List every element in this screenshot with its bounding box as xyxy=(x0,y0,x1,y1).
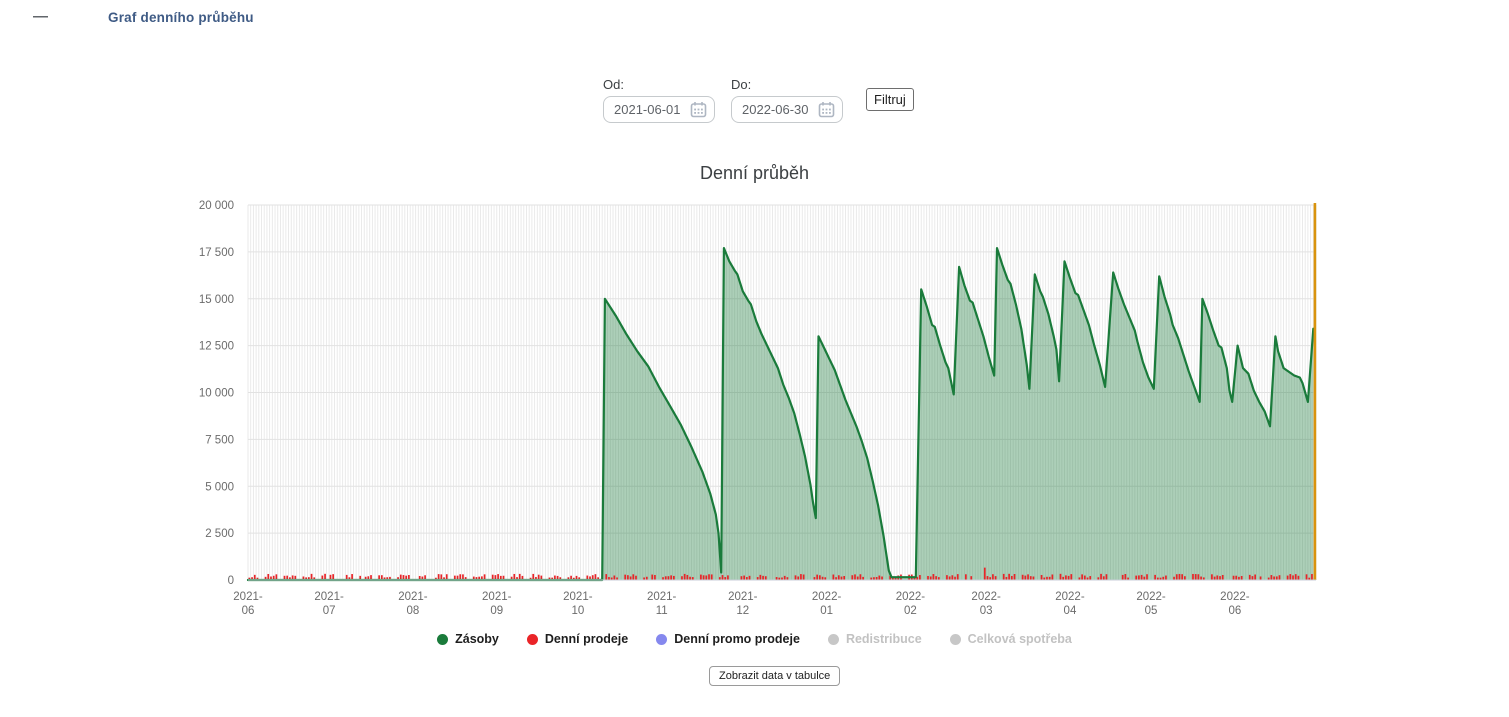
legend-item-zasoby[interactable]: Zásoby xyxy=(437,632,499,646)
svg-text:2022-: 2022- xyxy=(971,591,1001,603)
svg-text:03: 03 xyxy=(980,605,993,617)
svg-text:2021-: 2021- xyxy=(728,591,758,603)
svg-text:20 000: 20 000 xyxy=(199,200,234,212)
svg-text:04: 04 xyxy=(1064,605,1077,617)
svg-text:0: 0 xyxy=(228,575,234,587)
calendar-icon[interactable] xyxy=(690,101,707,118)
legend-item-celkova-spotreba[interactable]: Celková spotřeba xyxy=(949,632,1072,646)
date-to-label: Do: xyxy=(731,77,752,92)
svg-text:2022-: 2022- xyxy=(1220,591,1250,603)
svg-text:7 500: 7 500 xyxy=(205,434,234,446)
chart-legend: Zásoby Denní prodeje Denní promo prodeje… xyxy=(0,632,1509,646)
chart-title: Denní průběh xyxy=(699,163,810,183)
svg-text:06: 06 xyxy=(1228,605,1241,617)
svg-text:2021-: 2021- xyxy=(482,591,512,603)
date-from-group: Od: xyxy=(603,77,715,123)
date-from-field[interactable] xyxy=(603,96,715,123)
svg-text:07: 07 xyxy=(323,605,336,617)
svg-text:2022-: 2022- xyxy=(812,591,842,603)
panel-title: Graf denního průběhu xyxy=(108,10,254,25)
svg-text:2022-: 2022- xyxy=(1136,591,1166,603)
svg-text:12: 12 xyxy=(736,605,749,617)
filter-button[interactable]: Filtruj xyxy=(866,88,914,111)
svg-text:17 500: 17 500 xyxy=(199,247,234,259)
svg-text:12 500: 12 500 xyxy=(199,341,234,353)
collapse-icon[interactable]: — xyxy=(33,8,48,25)
svg-text:2 500: 2 500 xyxy=(205,528,234,540)
legend-item-denni-promo-prodeje[interactable]: Denní promo prodeje xyxy=(656,632,800,646)
series-color-dot xyxy=(526,633,538,645)
date-to-input[interactable] xyxy=(742,99,812,120)
svg-text:11: 11 xyxy=(656,605,668,617)
show-table-button[interactable]: Zobrazit data v tabulce xyxy=(709,666,841,686)
svg-text:2021-: 2021- xyxy=(233,591,263,603)
svg-text:2021-: 2021- xyxy=(398,591,428,603)
svg-text:06: 06 xyxy=(242,605,255,617)
svg-text:2021-: 2021- xyxy=(563,591,593,603)
legend-label: Redistribuce xyxy=(845,632,922,646)
legend-label: Denní promo prodeje xyxy=(674,632,800,646)
legend-item-denni-prodeje[interactable]: Denní prodeje xyxy=(526,632,629,646)
svg-text:2022-: 2022- xyxy=(1055,591,1085,603)
series-color-dot xyxy=(437,633,449,645)
panel-header: — Graf denního průběhu xyxy=(0,0,1509,34)
legend-item-redistribuce[interactable]: Redistribuce xyxy=(827,632,922,646)
series-color-dot xyxy=(827,633,839,645)
svg-text:05: 05 xyxy=(1145,605,1158,617)
series-color-dot xyxy=(656,633,668,645)
series-color-dot xyxy=(949,633,961,645)
date-to-field[interactable] xyxy=(731,96,843,123)
svg-text:08: 08 xyxy=(407,605,420,617)
date-from-label: Od: xyxy=(603,77,624,92)
svg-text:01: 01 xyxy=(820,605,833,617)
svg-text:10 000: 10 000 xyxy=(199,388,234,400)
svg-text:10: 10 xyxy=(571,605,584,617)
legend-label: Celková spotřeba xyxy=(967,632,1072,646)
svg-text:15 000: 15 000 xyxy=(199,294,234,306)
calendar-icon[interactable] xyxy=(818,101,835,118)
daily-chart-plot: 0 2 500 5 000 7 500 10 000 12 500 15 000 17 500… xyxy=(199,200,1317,617)
svg-text:2021-: 2021- xyxy=(314,591,344,603)
svg-text:2022-: 2022- xyxy=(896,591,926,603)
legend-label: Zásoby xyxy=(455,632,499,646)
svg-text:02: 02 xyxy=(904,605,917,617)
legend-label: Denní prodeje xyxy=(544,632,629,646)
svg-text:5 000: 5 000 xyxy=(205,481,234,493)
svg-text:09: 09 xyxy=(490,605,503,617)
date-to-group: Do: xyxy=(731,77,843,123)
svg-text:2021-: 2021- xyxy=(647,591,677,603)
date-from-input[interactable] xyxy=(614,99,684,120)
